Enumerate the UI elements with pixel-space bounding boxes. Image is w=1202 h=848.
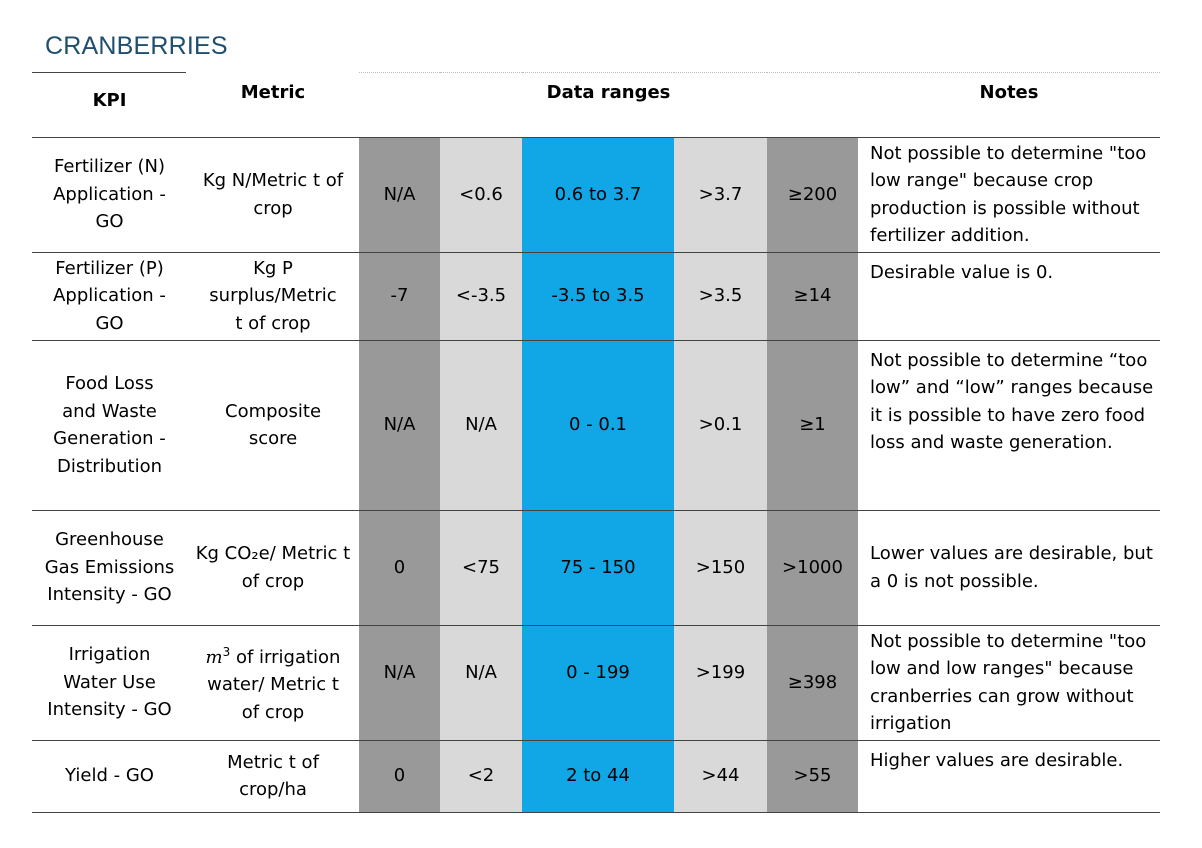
metric-cell: Kg CO₂e/ Metric t of crop — [187, 509, 359, 625]
range-cell: N/A — [440, 624, 522, 740]
header-data-ranges: Data ranges — [359, 72, 858, 137]
kpi-cell: Greenhouse Gas Emissions Intensity - GO — [32, 509, 187, 625]
kpi-cell: Yield - GO — [32, 739, 187, 813]
range-cell: ≥1 — [767, 339, 858, 510]
range-cell: <-3.5 — [440, 251, 522, 340]
notes-cell: Not possible to determine "too low and l… — [858, 624, 1160, 740]
range-value: N/A — [465, 661, 497, 683]
notes-cell: Lower values are desirable, but a 0 is n… — [858, 509, 1160, 625]
notes-cell: Not possible to determine “too low” and … — [858, 339, 1160, 510]
notes-cell: Higher values are desirable. — [858, 739, 1160, 813]
range-cell: 0 - 0.1 — [522, 339, 674, 510]
range-cell: ≥14 — [767, 251, 858, 340]
page-title: CRANBERRIES — [45, 32, 228, 60]
title-underline — [32, 72, 186, 73]
header-kpi: KPI — [92, 89, 127, 111]
range-cell: 2 to 44 — [522, 739, 674, 813]
range-cell: >3.7 — [674, 136, 767, 252]
notes-cell: Desirable value is 0. — [858, 251, 1160, 340]
range-cell: >1000 — [767, 509, 858, 625]
range-cell: 75 - 150 — [522, 509, 674, 625]
metric-text: of irrigation water/ Metric t of crop — [207, 646, 341, 723]
table-row: Greenhouse Gas Emissions Intensity - GO … — [32, 509, 1160, 625]
table-row: Fertilizer (P) Application - GO Kg P sur… — [32, 251, 1160, 340]
metric-symbol: m — [205, 646, 223, 668]
table-row: Irrigation Water Use Intensity - GO m3 o… — [32, 624, 1160, 740]
metric-cell: Kg P surplus/Metric t of crop — [187, 251, 359, 340]
table-row: Yield - GO Metric t of crop/ha 0 <2 2 to… — [32, 739, 1160, 813]
notes-cell: Not possible to determine "too low range… — [858, 136, 1160, 252]
metric-cell: Kg N/Metric t of crop — [187, 136, 359, 252]
table-row: Food Loss and Waste Generation - Distrib… — [32, 339, 1160, 510]
header-metric: Metric — [240, 81, 306, 103]
metric-exponent: 3 — [222, 644, 231, 659]
header-notes: Notes — [858, 72, 1160, 137]
metric-cell: Metric t of crop/ha — [187, 739, 359, 813]
range-cell: N/A — [359, 339, 440, 510]
range-cell: -3.5 to 3.5 — [522, 251, 674, 340]
kpi-cell: Irrigation Water Use Intensity - GO — [32, 624, 187, 740]
header-row: KPI Metric Data ranges Notes — [32, 72, 1160, 137]
range-cell: >199 — [674, 624, 767, 740]
range-cell: ≥398 — [767, 624, 858, 740]
metric-cell: m3 of irrigation water/ Metric t of crop — [187, 624, 359, 740]
range-cell: >44 — [674, 739, 767, 813]
range-cell: >55 — [767, 739, 858, 813]
range-cell: N/A — [359, 624, 440, 740]
range-cell: >3.5 — [674, 251, 767, 340]
metric-cell: Composite score — [187, 339, 359, 510]
range-cell: <0.6 — [440, 136, 522, 252]
range-cell: N/A — [440, 339, 522, 510]
range-cell: 0.6 to 3.7 — [522, 136, 674, 252]
range-cell: 0 - 199 — [522, 624, 674, 740]
range-cell: <2 — [440, 739, 522, 813]
range-value: 0 - 199 — [566, 661, 630, 683]
range-value: >199 — [695, 661, 746, 683]
table-row: Fertilizer (N) Application - GO Kg N/Met… — [32, 136, 1160, 252]
range-cell: -7 — [359, 251, 440, 340]
kpi-table: KPI Metric Data ranges Notes Fertilizer … — [32, 72, 1160, 813]
range-cell: ≥200 — [767, 136, 858, 252]
kpi-cell: Food Loss and Waste Generation - Distrib… — [32, 339, 187, 510]
range-cell: >150 — [674, 509, 767, 625]
range-cell: 0 — [359, 739, 440, 813]
range-value: N/A — [383, 661, 416, 683]
range-cell: 0 — [359, 509, 440, 625]
kpi-cell: Fertilizer (P) Application - GO — [32, 251, 187, 340]
range-cell: >0.1 — [674, 339, 767, 510]
kpi-cell: Fertilizer (N) Application - GO — [32, 136, 187, 252]
range-cell: N/A — [359, 136, 440, 252]
range-cell: <75 — [440, 509, 522, 625]
